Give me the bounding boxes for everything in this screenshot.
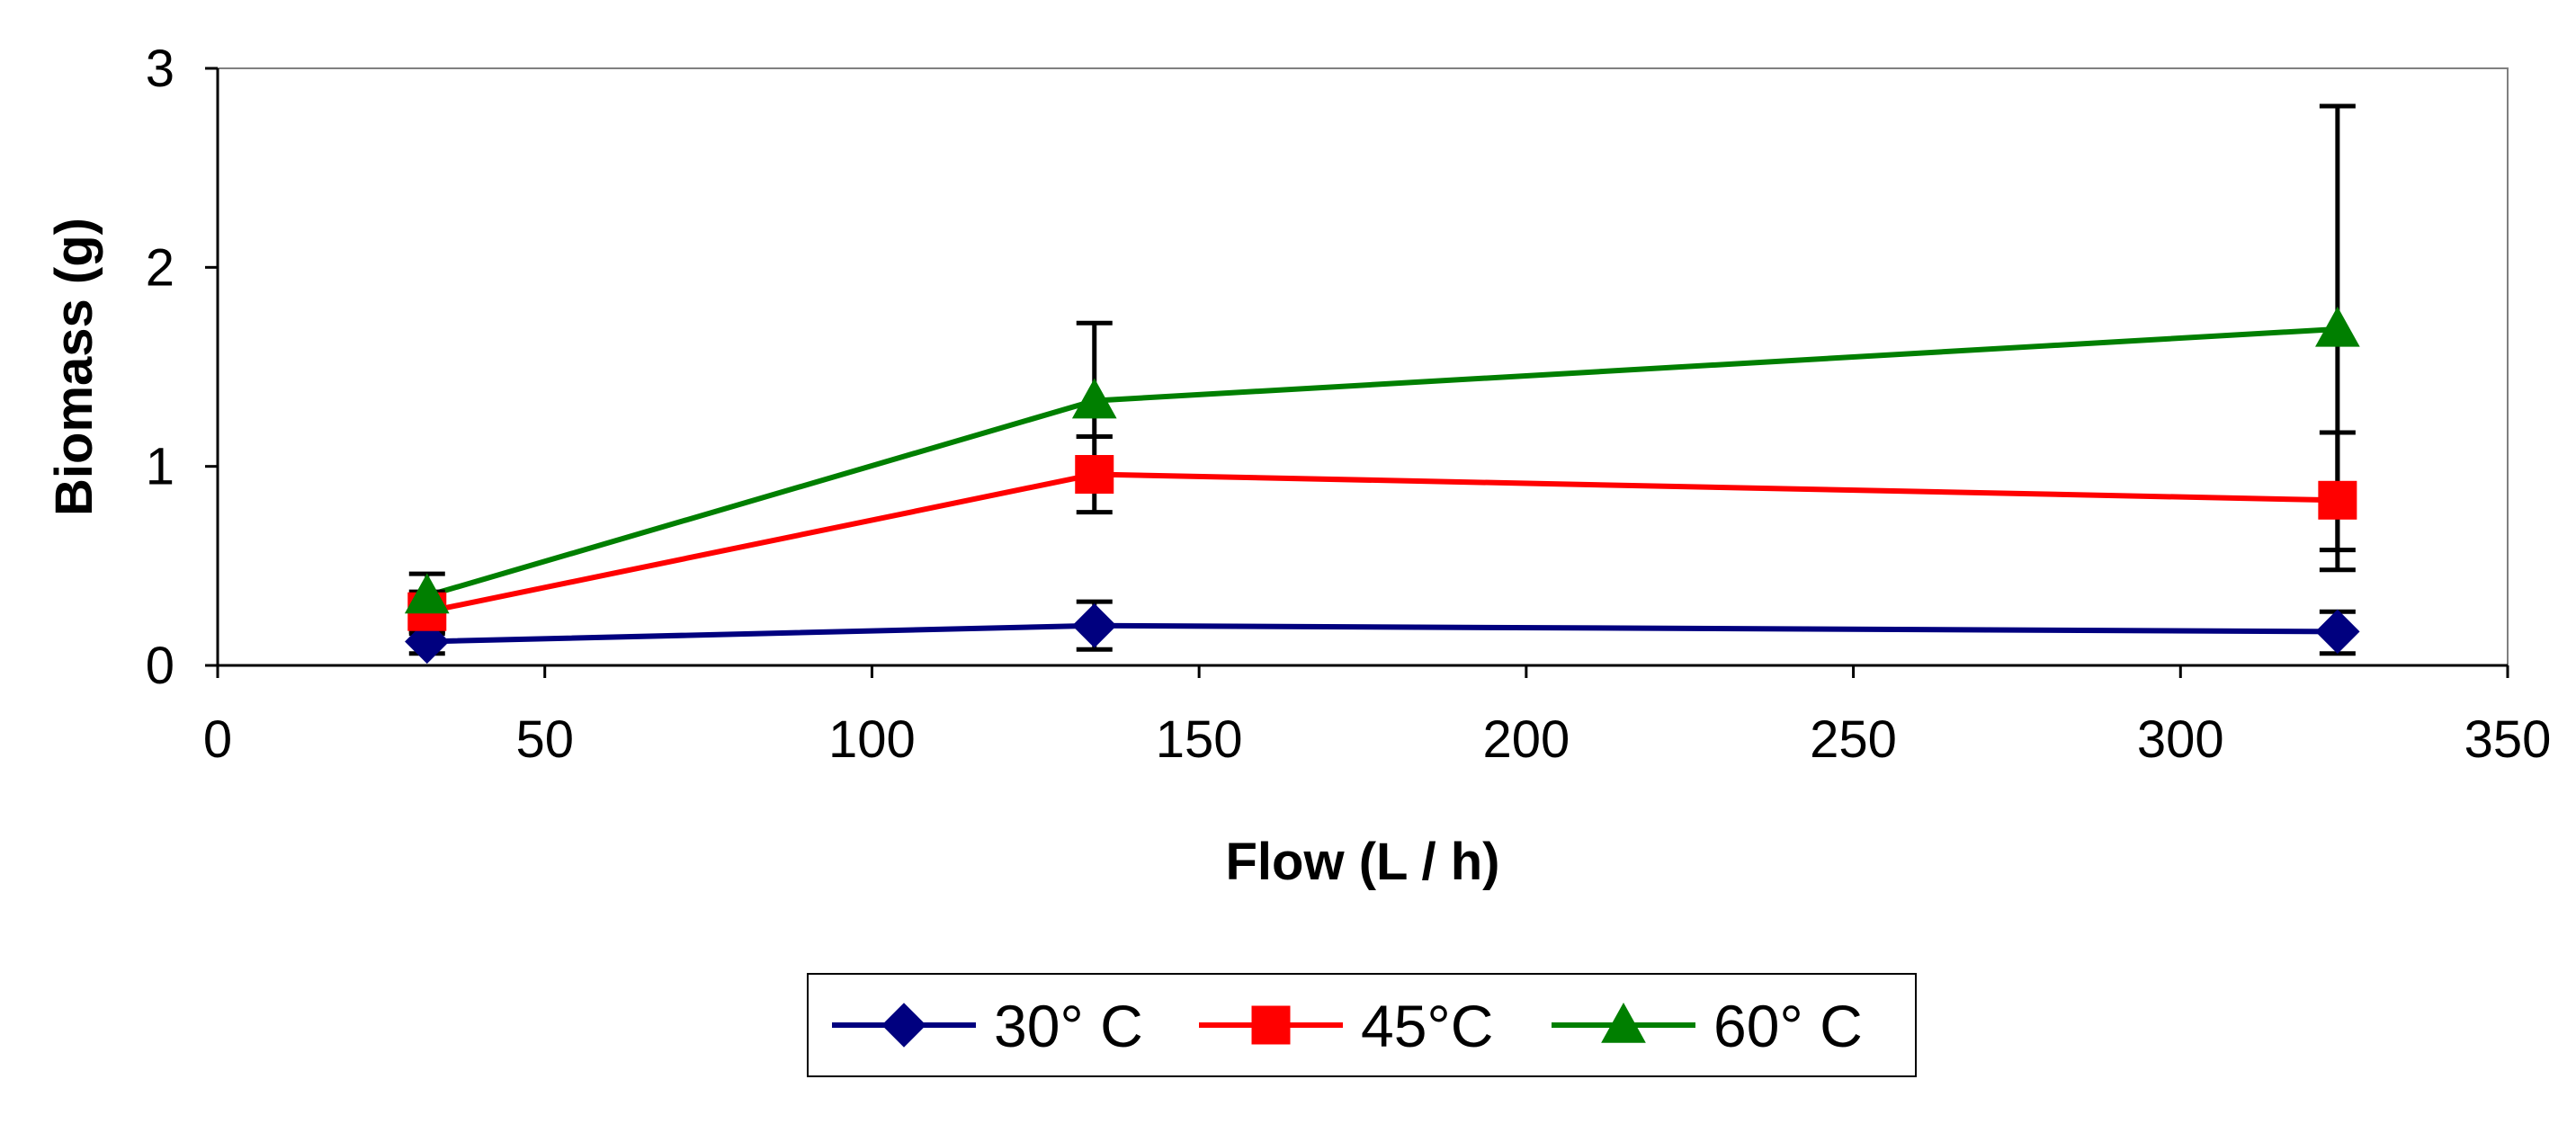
x-tick-label: 350 bbox=[2464, 710, 2552, 769]
y-tick-label: 1 bbox=[146, 438, 174, 496]
data-point-45-c bbox=[1075, 455, 1114, 495]
x-axis-title: Flow (L / h) bbox=[1226, 833, 1500, 891]
legend-marker-30-c bbox=[881, 1003, 926, 1048]
data-point-60-c bbox=[404, 573, 450, 614]
legend-marker-45-c bbox=[1251, 1005, 1291, 1045]
data-point-45-c bbox=[2318, 480, 2357, 520]
legend-label-60-c: 60° C bbox=[1713, 993, 1863, 1059]
legend: 30° C 45°C 60° C bbox=[807, 973, 1917, 1077]
data-point-30-c bbox=[1072, 603, 1117, 648]
y-tick-label: 3 bbox=[146, 40, 174, 98]
y-tick-label: 2 bbox=[146, 238, 174, 297]
data-point-30-c bbox=[2315, 609, 2360, 655]
x-tick-label: 100 bbox=[828, 710, 916, 769]
plot-area bbox=[217, 67, 2509, 666]
y-tick-label: 0 bbox=[146, 637, 174, 695]
x-tick-label: 250 bbox=[1810, 710, 1897, 769]
data-point-60-c bbox=[1071, 378, 1117, 419]
x-tick-label: 50 bbox=[515, 710, 574, 769]
x-tick-label: 200 bbox=[1482, 710, 1570, 769]
x-tick-label: 300 bbox=[2137, 710, 2224, 769]
legend-label-45-c: 45°C bbox=[1361, 993, 1493, 1059]
legend-label-30-c: 30° C bbox=[994, 993, 1143, 1059]
x-tick-label: 0 bbox=[203, 710, 232, 769]
y-axis-title: Biomass (g) bbox=[45, 218, 103, 516]
x-tick-label: 150 bbox=[1156, 710, 1243, 769]
legend-marker-60-c bbox=[1601, 1002, 1646, 1043]
legend-box bbox=[807, 973, 1917, 1077]
data-point-60-c bbox=[2315, 306, 2360, 347]
